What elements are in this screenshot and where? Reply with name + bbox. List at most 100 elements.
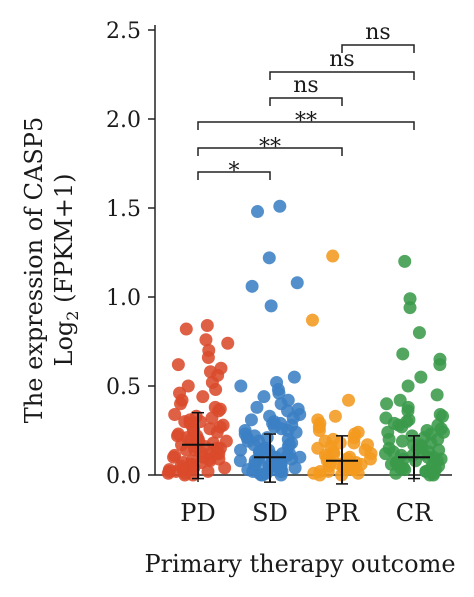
data-point [398,463,412,477]
data-point [241,434,255,448]
data-point [395,434,409,448]
y-axis-title-line1: The expression of CASP5 [20,117,48,423]
data-point [403,292,417,306]
data-point [283,438,297,452]
data-point [327,447,341,461]
data-point [199,333,213,347]
data-point [433,358,447,372]
data-point [342,393,356,407]
data-point [181,379,195,393]
significance-label: ** [259,135,281,160]
data-point [245,279,259,293]
y-tick-label: 2.0 [106,108,141,133]
data-point [257,390,271,404]
y-tick-label: 0.0 [106,464,141,489]
data-point [200,318,214,332]
data-point [398,254,412,268]
data-point [201,351,215,365]
data-point [168,407,182,421]
data-point [209,383,223,397]
data-point [275,464,289,478]
data-point [396,347,410,361]
data-point [287,370,301,384]
data-point [313,468,327,482]
data-point [340,463,354,477]
data-point [262,251,276,265]
data-point [233,454,247,468]
data-point [196,390,210,404]
data-point [415,441,429,455]
data-point [179,322,193,336]
data-point [234,443,248,457]
significance-label: ns [293,73,318,98]
x-tick-label: CR [396,499,433,527]
significance-bracket [341,44,415,53]
data-point [203,422,217,436]
x-tick-label: PR [325,499,360,527]
data-point [380,397,394,411]
data-point [347,436,361,450]
data-point [392,418,406,432]
data-point [251,205,265,219]
axis-labels: Primary therapy outcome The expression o… [20,117,456,578]
data-point [234,379,248,393]
significance-bracket [269,71,415,80]
data-point [286,411,300,425]
data-point [430,388,444,402]
data-point [290,276,304,290]
y-tick-label: 1.0 [106,286,141,311]
data-point [250,400,264,414]
data-point [423,468,437,482]
y-axis-title-line2: Log2 (FPKM+1) [50,174,82,367]
data-point [205,411,219,425]
significance-bracket [269,97,343,106]
significance-bracket [197,121,415,130]
significance-bracket [197,171,271,180]
y-tick-label: 0.5 [106,375,141,400]
data-point [412,326,426,340]
x-axis-title: Primary therapy outcome [144,550,455,578]
data-point [244,413,258,427]
data-point [201,464,215,478]
data-point [174,397,188,411]
data-point [305,313,319,327]
data-point [281,424,295,437]
significance-label: ns [365,20,390,45]
significance-label: ** [295,109,317,134]
data-point [273,199,287,213]
data-point [262,443,276,457]
data-point [264,299,278,313]
data-point [351,466,365,480]
data-point [401,379,415,393]
data-point [212,452,226,466]
data-point [174,459,188,473]
data-point [171,358,185,372]
data-point [162,464,176,478]
data-point [381,425,395,439]
data-point [272,386,286,400]
data-point [288,461,302,475]
data-point [397,452,411,466]
data-point [194,456,208,470]
data-points [161,199,450,482]
data-point [386,445,400,459]
data-point [266,416,280,430]
x-tick-label: SD [252,499,288,527]
x-tick-label: PD [180,499,215,527]
axes: 0.0 0.5 1.0 1.5 2.0 2.5 PD SD PR CR [106,19,452,527]
data-point [221,336,235,350]
significance-label: * [229,159,240,184]
data-point [262,461,276,475]
data-point [414,370,428,384]
data-point [326,249,340,263]
y-tick-label: 1.5 [106,197,141,222]
data-point [167,450,181,464]
significance-bracket [197,147,343,156]
data-point [328,409,342,423]
data-point [403,301,417,315]
median-iqr-markers [182,411,430,485]
y-tick-label: 2.5 [106,19,141,44]
data-point [312,424,326,437]
